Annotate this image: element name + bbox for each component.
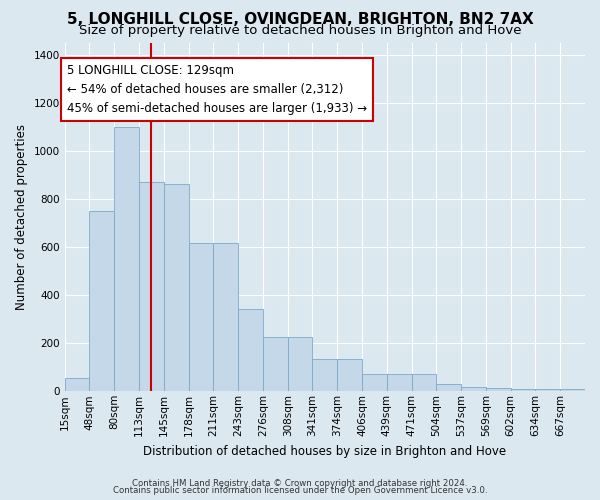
Text: Contains public sector information licensed under the Open Government Licence v3: Contains public sector information licen… bbox=[113, 486, 487, 495]
Bar bbox=[139, 182, 164, 392]
Bar bbox=[214, 244, 238, 392]
Bar bbox=[89, 211, 114, 392]
Bar bbox=[114, 126, 139, 392]
Bar bbox=[263, 337, 287, 392]
Bar bbox=[486, 388, 511, 392]
Bar bbox=[313, 359, 337, 392]
Bar bbox=[164, 184, 188, 392]
X-axis label: Distribution of detached houses by size in Brighton and Hove: Distribution of detached houses by size … bbox=[143, 444, 506, 458]
Bar bbox=[511, 389, 535, 392]
Bar bbox=[412, 374, 436, 392]
Text: Size of property relative to detached houses in Brighton and Hove: Size of property relative to detached ho… bbox=[79, 24, 521, 37]
Text: 5 LONGHILL CLOSE: 129sqm
← 54% of detached houses are smaller (2,312)
45% of sem: 5 LONGHILL CLOSE: 129sqm ← 54% of detach… bbox=[67, 64, 367, 115]
Bar bbox=[461, 387, 486, 392]
Bar bbox=[188, 244, 214, 392]
Y-axis label: Number of detached properties: Number of detached properties bbox=[15, 124, 28, 310]
Bar bbox=[387, 374, 412, 392]
Bar bbox=[65, 378, 89, 392]
Bar bbox=[362, 374, 387, 392]
Bar bbox=[560, 389, 585, 392]
Text: Contains HM Land Registry data © Crown copyright and database right 2024.: Contains HM Land Registry data © Crown c… bbox=[132, 478, 468, 488]
Bar bbox=[436, 384, 461, 392]
Bar bbox=[535, 389, 560, 392]
Bar bbox=[337, 359, 362, 392]
Bar bbox=[238, 310, 263, 392]
Text: 5, LONGHILL CLOSE, OVINGDEAN, BRIGHTON, BN2 7AX: 5, LONGHILL CLOSE, OVINGDEAN, BRIGHTON, … bbox=[67, 12, 533, 28]
Bar bbox=[287, 337, 313, 392]
